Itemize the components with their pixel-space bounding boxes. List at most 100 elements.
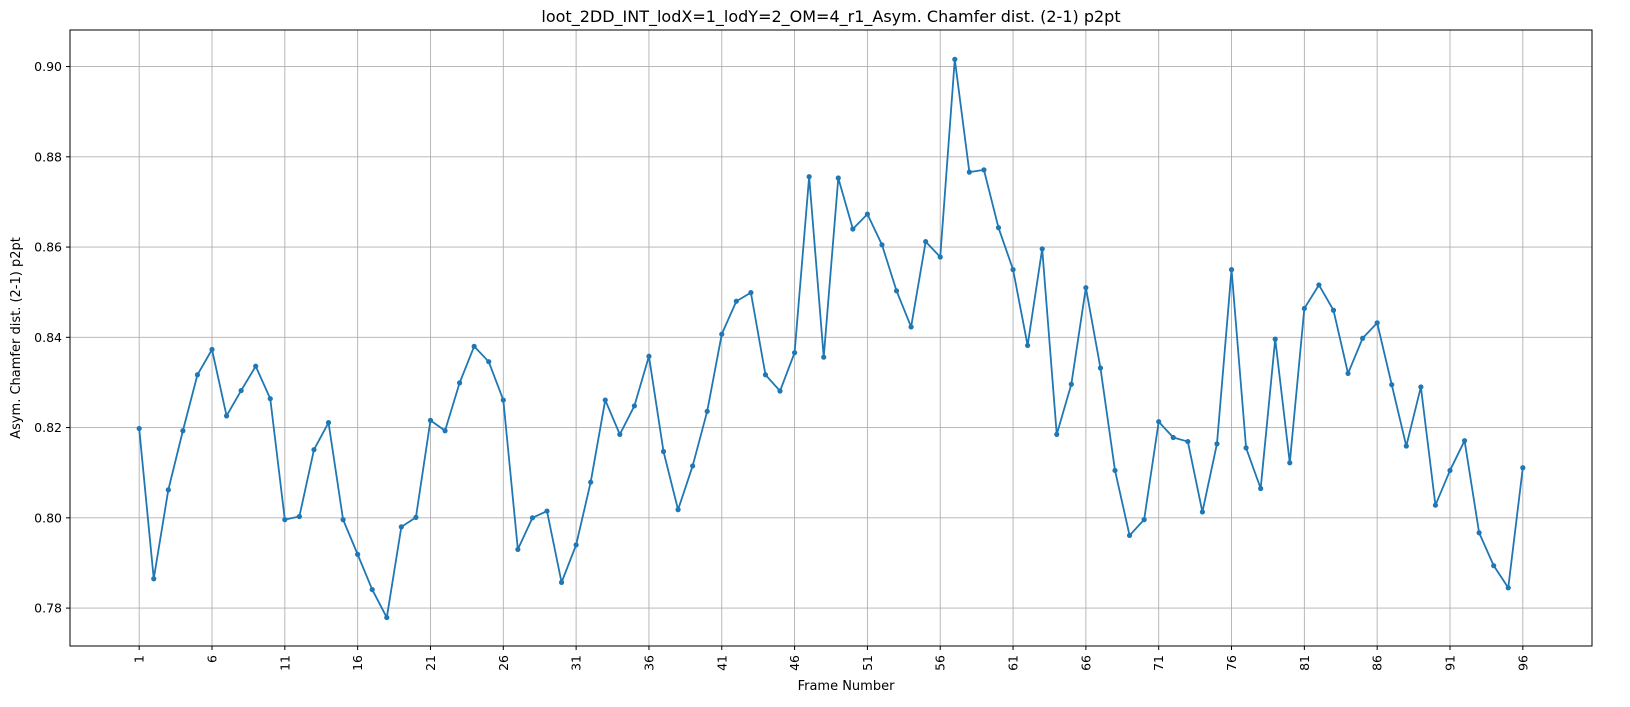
- data-point: [486, 359, 492, 365]
- data-point: [253, 363, 259, 369]
- data-point: [1068, 381, 1074, 387]
- chart-title: loot_2DD_INT_lodX=1_lodY=2_OM=4_r1_Asym.…: [541, 7, 1120, 27]
- x-tick-label: 76: [1224, 655, 1239, 671]
- data-point: [981, 167, 987, 173]
- data-point: [1010, 267, 1016, 273]
- series-line: [138, 58, 1524, 619]
- data-point: [573, 542, 579, 548]
- data-point: [1330, 307, 1337, 313]
- data-point: [923, 239, 929, 245]
- data-point: [1214, 441, 1220, 447]
- data-point: [806, 174, 812, 180]
- data-point: [1243, 445, 1249, 451]
- x-tick-label: 16: [350, 655, 365, 671]
- data-point: [864, 211, 871, 217]
- data-point: [646, 353, 652, 359]
- data-point: [325, 420, 332, 426]
- y-tick-label: 0.84: [34, 330, 62, 345]
- y-tick-label: 0.82: [34, 420, 62, 435]
- x-tick-label: 1: [132, 655, 147, 663]
- data-point: [1403, 443, 1409, 449]
- data-point: [1301, 305, 1307, 312]
- data-point: [1287, 460, 1293, 466]
- data-point: [311, 447, 317, 453]
- data-point: [660, 448, 667, 455]
- data-point: [282, 517, 288, 523]
- data-point: [1185, 438, 1191, 445]
- data-point: [1447, 467, 1453, 474]
- data-point: [1345, 370, 1351, 377]
- data-point: [136, 425, 142, 432]
- data-point: [1360, 335, 1366, 341]
- data-point: [1316, 282, 1322, 288]
- data-point: [165, 487, 171, 493]
- data-point: [602, 397, 608, 403]
- x-tick-label: 56: [933, 655, 948, 671]
- data-point: [937, 254, 943, 260]
- data-point: [1389, 382, 1395, 388]
- data-point: [238, 387, 244, 394]
- data-point: [1272, 336, 1278, 342]
- data-point: [1418, 384, 1424, 390]
- data-point: [471, 343, 477, 349]
- data-point: [1228, 267, 1235, 273]
- y-tick-label: 0.86: [34, 240, 62, 255]
- data-point: [515, 546, 521, 553]
- data-point: [719, 331, 725, 337]
- x-axis-label: Frame Number: [798, 679, 896, 694]
- y-tick-label: 0.88: [34, 149, 62, 164]
- data-point: [1258, 485, 1264, 492]
- series-layer: [136, 56, 1526, 621]
- data-point: [1141, 517, 1147, 523]
- data-point: [733, 298, 739, 304]
- data-point: [413, 514, 419, 520]
- data-point: [1432, 502, 1439, 508]
- data-point: [850, 226, 856, 232]
- data-point: [704, 408, 710, 414]
- x-tick-label: 26: [496, 655, 511, 671]
- data-point: [544, 508, 550, 514]
- grid: [70, 30, 1592, 646]
- data-point: [1461, 438, 1468, 444]
- data-point: [995, 225, 1002, 231]
- data-point: [194, 372, 201, 378]
- x-tick-label: 96: [1515, 655, 1530, 671]
- data-point: [1083, 285, 1089, 291]
- data-point: [1025, 342, 1031, 349]
- data-point: [442, 428, 448, 434]
- data-point: [369, 586, 375, 593]
- data-point: [1126, 532, 1133, 539]
- data-point: [1520, 465, 1526, 471]
- x-tick-label: 21: [423, 655, 438, 671]
- data-point: [340, 517, 346, 523]
- x-tick-label: 86: [1370, 655, 1385, 671]
- data-point: [1039, 246, 1045, 252]
- data-point: [791, 350, 798, 356]
- data-point: [384, 614, 390, 621]
- data-point: [296, 513, 302, 520]
- plot-frame: [69, 29, 1593, 647]
- x-tick-label: 71: [1151, 655, 1166, 671]
- data-point: [748, 290, 754, 296]
- data-point: [1054, 431, 1060, 437]
- data-point: [529, 515, 536, 521]
- data-point: [1374, 320, 1380, 326]
- data-point: [398, 524, 404, 530]
- x-tick-label: 66: [1078, 655, 1093, 671]
- y-tick-label: 0.78: [34, 601, 62, 616]
- data-point: [675, 507, 681, 513]
- data-point: [1505, 585, 1511, 591]
- data-point: [821, 354, 827, 360]
- data-point: [1199, 509, 1205, 515]
- y-tick-label: 0.80: [34, 510, 62, 525]
- x-tick-label: 46: [787, 655, 802, 671]
- data-point: [267, 396, 273, 402]
- x-tick-label: 11: [277, 655, 292, 671]
- x-tick-label: 6: [205, 655, 220, 663]
- data-point: [966, 169, 972, 175]
- data-point: [1156, 419, 1162, 425]
- y-axis-label: Asym. Chamfer dist. (2-1) p2pt: [9, 237, 24, 439]
- data-point: [893, 288, 900, 294]
- data-point: [209, 346, 215, 353]
